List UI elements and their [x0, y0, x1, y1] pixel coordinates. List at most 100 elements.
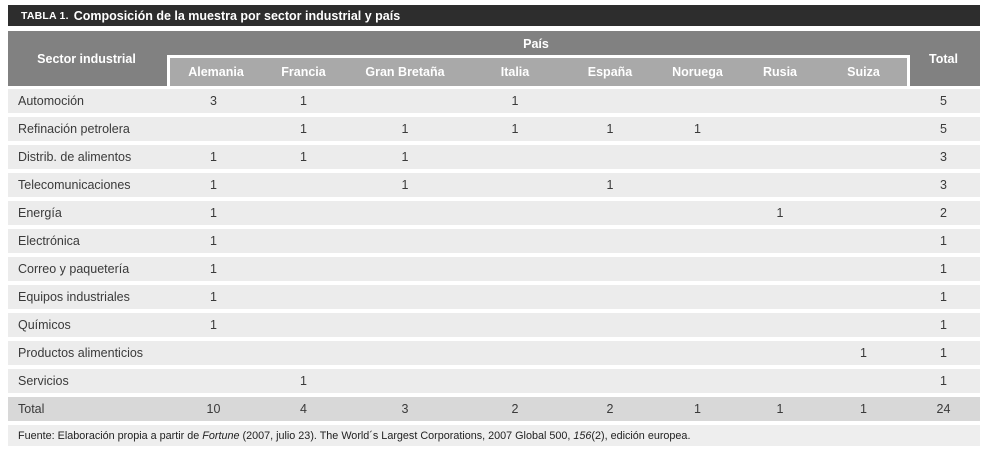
- count-cell: [262, 313, 345, 337]
- count-cell: [655, 173, 740, 197]
- count-cell: 3: [401, 402, 409, 416]
- sector-label: Total: [18, 402, 45, 416]
- count-cell: [465, 341, 565, 365]
- count-cell: [565, 341, 655, 365]
- count-cell: [465, 145, 565, 169]
- source-text: Fuente: Elaboración propia a partir de: [18, 429, 203, 442]
- count-cell: [565, 145, 655, 169]
- count-cell: 4: [300, 402, 307, 416]
- row-total-cell: 1: [940, 346, 947, 360]
- column-header-country: Francia: [281, 65, 326, 79]
- row-total-cell: 1: [940, 374, 947, 388]
- count-cell: [820, 201, 907, 225]
- table-row: Refinación petrolera 1 1 1 1 1 5: [8, 117, 980, 141]
- source-journal-italic: Fortune: [202, 429, 240, 442]
- count-cell: 1: [210, 206, 217, 220]
- row-total-cell: 1: [940, 290, 947, 304]
- column-header-sector: Sector industrial: [37, 51, 136, 66]
- column-header-country: Rusia: [762, 65, 798, 79]
- count-cell: [345, 89, 465, 113]
- count-cell: 1: [210, 318, 217, 332]
- count-cell: 1: [210, 234, 217, 248]
- sector-label: Equipos industriales: [18, 290, 130, 304]
- count-cell: [345, 369, 465, 393]
- column-header-total: Total: [929, 51, 958, 66]
- column-header-country: Italia: [500, 65, 530, 79]
- count-cell: [345, 285, 465, 309]
- table-row: Distrib. de alimentos 1 1 1 3: [8, 145, 980, 169]
- count-cell: [655, 369, 740, 393]
- table-title-bar: TABLA 1. Composición de la muestra por s…: [8, 5, 980, 26]
- table-total-row-container: Total 10 4 3 2 2 1 1 1 24: [8, 397, 980, 421]
- count-cell: 1: [776, 206, 784, 220]
- table-row: Servicios 1 1: [8, 369, 980, 393]
- count-cell: [820, 229, 907, 253]
- count-cell: 10: [206, 402, 221, 416]
- column-header-country: Noruega: [672, 65, 723, 79]
- count-cell: 1: [401, 178, 409, 192]
- column-group-header-pais: País: [523, 37, 549, 51]
- count-cell: [820, 117, 907, 141]
- count-cell: [740, 145, 820, 169]
- count-cell: [165, 341, 262, 365]
- column-header-country: Alemania: [188, 65, 244, 79]
- sector-label: Distrib. de alimentos: [18, 150, 132, 164]
- column-header-country: Gran Bretaña: [365, 65, 445, 79]
- count-cell: [345, 341, 465, 365]
- source-volume-italic: 156: [573, 429, 592, 442]
- count-cell: 1: [300, 374, 307, 388]
- count-cell: [465, 369, 565, 393]
- count-cell: [820, 145, 907, 169]
- count-cell: [655, 313, 740, 337]
- count-cell: [820, 89, 907, 113]
- count-cell: [740, 257, 820, 281]
- count-cell: [740, 369, 820, 393]
- row-total-cell: 5: [940, 122, 947, 136]
- count-cell: [262, 229, 345, 253]
- count-cell: [740, 341, 820, 365]
- count-cell: 1: [401, 150, 409, 164]
- count-cell: [655, 201, 740, 225]
- table-row: Productos alimenticios 1 1: [8, 341, 980, 365]
- count-cell: 1: [210, 150, 217, 164]
- count-cell: [820, 369, 907, 393]
- sector-label: Servicios: [18, 374, 69, 388]
- count-cell: [262, 201, 345, 225]
- table-header: Sector industrial País Alemania Francia Gr…: [8, 31, 980, 86]
- table-total-row: Total 10 4 3 2 2 1 1 1 24: [8, 397, 980, 421]
- count-cell: 1: [210, 178, 217, 192]
- sector-label: Productos alimenticios: [18, 346, 144, 360]
- table-row: Telecomunicaciones 1 1 1 3: [8, 173, 980, 197]
- count-cell: [820, 173, 907, 197]
- count-cell: [740, 173, 820, 197]
- count-cell: [565, 285, 655, 309]
- row-total-cell: 5: [940, 94, 947, 108]
- count-cell: [655, 89, 740, 113]
- count-cell: 1: [606, 178, 614, 192]
- count-cell: [465, 229, 565, 253]
- count-cell: 1: [511, 94, 519, 108]
- count-cell: [740, 229, 820, 253]
- count-cell: 1: [300, 94, 307, 108]
- table-row: Equipos industriales 1 1: [8, 285, 980, 309]
- table-row: Químicos 1 1: [8, 313, 980, 337]
- source-text: (2), edición europea.: [591, 429, 691, 442]
- count-cell: [565, 89, 655, 113]
- table-title: Composición de la muestra por sector ind…: [73, 8, 401, 23]
- count-cell: 1: [401, 122, 409, 136]
- count-cell: [165, 369, 262, 393]
- row-total-cell: 3: [940, 178, 947, 192]
- count-cell: [655, 229, 740, 253]
- table-row: Electrónica 1 1: [8, 229, 980, 253]
- row-total-cell: 3: [940, 150, 947, 164]
- table-row: Automoción 3 1 1 5: [8, 89, 980, 113]
- count-cell: 3: [210, 94, 217, 108]
- count-cell: [565, 257, 655, 281]
- source-text: (2007, julio 23). The World´s Largest Co…: [239, 429, 574, 442]
- count-cell: [345, 313, 465, 337]
- count-cell: [565, 201, 655, 225]
- sector-label: Automoción: [18, 94, 85, 108]
- count-cell: [655, 145, 740, 169]
- count-cell: 1: [694, 402, 701, 416]
